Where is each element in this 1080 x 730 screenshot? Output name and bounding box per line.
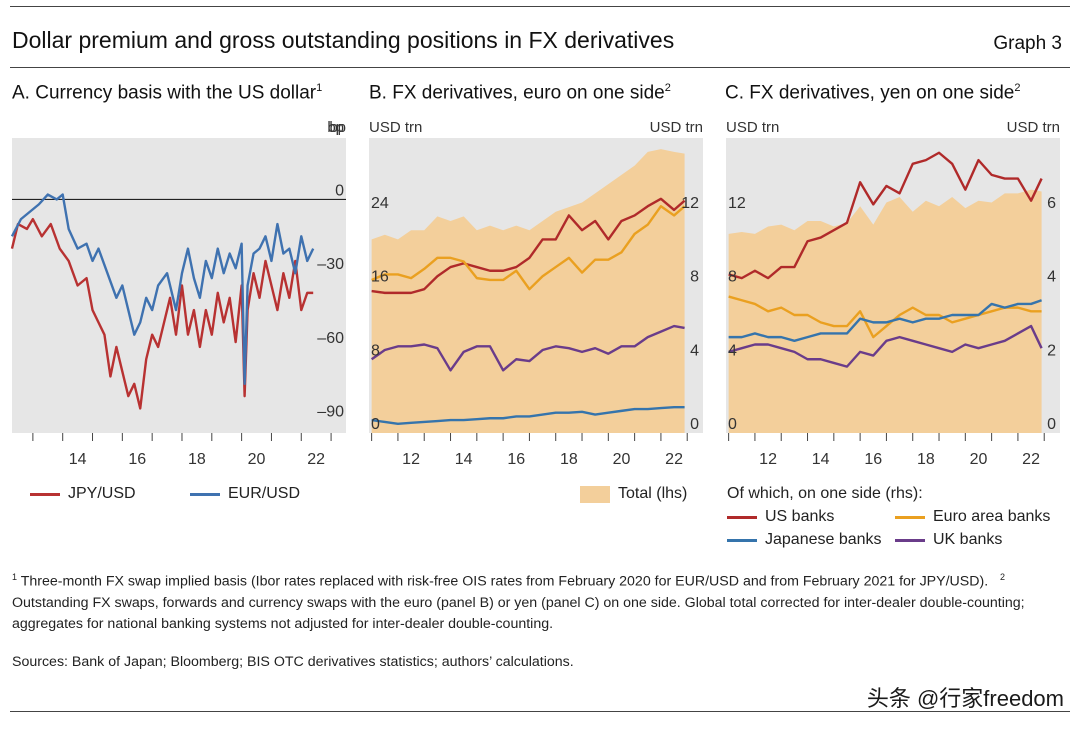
panel-c-ytick-right-4: 4 xyxy=(1047,269,1056,286)
panel-b-xtick-12: 12 xyxy=(402,451,420,468)
panel-c-xtick-18: 18 xyxy=(917,451,935,468)
legend-jpy-usd: JPY/USD xyxy=(30,485,136,503)
panel-a-ytick--30: –30 xyxy=(317,256,344,273)
panel-b-xtick-22: 22 xyxy=(665,451,683,468)
panel-c-series-japanese-banks xyxy=(728,299,1042,343)
panel-c-series-uk-banks xyxy=(728,324,1043,368)
panel-a-ytick--90: –90 xyxy=(317,404,344,421)
legend-uk-banks: UK banks xyxy=(895,531,1002,549)
watermark: 头条 @行家freedom xyxy=(866,686,1064,711)
footnote-1: Three-month FX swap implied basis (Ibor … xyxy=(20,573,989,590)
panel-a-title: A. Currency basis with the US dollar1 xyxy=(12,82,323,104)
panel-c-series-euro-area-banks xyxy=(728,295,1042,339)
panel-c-ytick-left-4: 4 xyxy=(728,342,737,359)
legend-us-line xyxy=(727,515,757,519)
panel-b-series-euro-area-banks xyxy=(371,205,686,291)
panel-c-ytick-right-0: 0 xyxy=(1047,416,1056,433)
legend-total-swatch xyxy=(580,485,610,503)
legend-total: Total (lhs) xyxy=(580,485,687,503)
panel-b-series-japanese-banks xyxy=(371,405,685,425)
panel-c-ytick-left-0: 0 xyxy=(728,416,737,433)
graph-number: Graph 3 xyxy=(993,33,1062,54)
panel-b-total-area xyxy=(371,149,685,433)
panel-a-series-eur-usd xyxy=(10,193,315,386)
panel-c-ytick-right-6: 6 xyxy=(1047,195,1056,212)
legend-euro-area-banks: Euro area banks xyxy=(895,508,1050,526)
legend-uk-line xyxy=(895,538,925,542)
panel-c-xtick-12: 12 xyxy=(759,451,777,468)
panel-c-series-us-banks xyxy=(728,151,1043,280)
panel-b-xtick-14: 14 xyxy=(455,451,473,468)
panel-b-ytick-left-16: 16 xyxy=(371,269,389,286)
panel-b-series-us-banks xyxy=(371,197,686,295)
panel-b-xtick-16: 16 xyxy=(507,451,525,468)
panel-b-xtick-20: 20 xyxy=(613,451,631,468)
panel-b-unit-left: USD trn xyxy=(369,119,422,136)
panel-c-title: C. FX derivatives, yen on one side2 xyxy=(725,82,1021,104)
panel-c-ytick-left-8: 8 xyxy=(728,269,737,286)
panel-a-xtick-22: 22 xyxy=(307,451,325,468)
panel-c-xtick-22: 22 xyxy=(1022,451,1040,468)
graph-title: Dollar premium and gross outstanding pos… xyxy=(12,27,675,53)
panel-b-ytick-right-4: 4 xyxy=(690,342,699,359)
legend-euro-line xyxy=(895,515,925,519)
panel-a-xtick-14: 14 xyxy=(69,451,87,468)
panel-b-ytick-right-0: 0 xyxy=(690,416,699,433)
legend-us-banks: US banks xyxy=(727,508,834,526)
legend-jpy-line xyxy=(30,492,60,496)
panel-a-xtick-18: 18 xyxy=(188,451,206,468)
footnote-2: Outstanding FX swaps, forwards and curre… xyxy=(12,594,1025,632)
panel-c-unit-right: USD trn xyxy=(1007,119,1060,136)
legend-eur-usd: EUR/USD xyxy=(190,485,300,503)
panel-c-xtick-14: 14 xyxy=(812,451,830,468)
panel-c-ytick-right-2: 2 xyxy=(1047,342,1056,359)
panel-a-ytick-0: 0 xyxy=(335,182,344,199)
legend-japanese-line xyxy=(727,538,757,542)
panel-b-ytick-right-8: 8 xyxy=(690,269,699,286)
legend-japanese-banks: Japanese banks xyxy=(727,531,882,549)
panel-a-ytick--60: –60 xyxy=(317,330,344,347)
panel-a-xtick-16: 16 xyxy=(128,451,146,468)
panel-b-xtick-18: 18 xyxy=(560,451,578,468)
panel-b-unit-right: USD trn xyxy=(650,119,703,136)
title-rule xyxy=(10,67,1070,68)
sources: Sources: Bank of Japan; Bloomberg; BIS O… xyxy=(12,654,574,670)
panel-b-ytick-left-8: 8 xyxy=(371,342,380,359)
bottom-rule xyxy=(10,711,1070,712)
panel-b-ytick-left-24: 24 xyxy=(371,195,389,212)
panel-a-xtick-20: 20 xyxy=(248,451,266,468)
panel-c-unit-left: USD trn xyxy=(726,119,779,136)
panel-c-xtick-20: 20 xyxy=(970,451,988,468)
panel-b-ytick-right-12: 12 xyxy=(681,195,699,212)
panel-a-unit: bp xyxy=(327,119,344,136)
top-rule xyxy=(10,6,1070,7)
panel-c-xtick-16: 16 xyxy=(864,451,882,468)
legend-eur-line xyxy=(190,492,220,496)
panel-b-ytick-left-0: 0 xyxy=(371,416,380,433)
panel-a-unit-right: bp xyxy=(329,119,346,136)
panel-a-series-jpy-usd xyxy=(10,217,314,410)
panel-b-series-uk-banks xyxy=(370,324,685,372)
legend-c-header: Of which, on one side (rhs): xyxy=(727,485,923,502)
panel-b-title: B. FX derivatives, euro on one side2 xyxy=(369,82,671,104)
footnotes: 1 Three-month FX swap implied basis (Ibo… xyxy=(12,572,1025,632)
panel-c-ytick-left-12: 12 xyxy=(728,195,746,212)
panel-c-total-area xyxy=(728,189,1042,433)
